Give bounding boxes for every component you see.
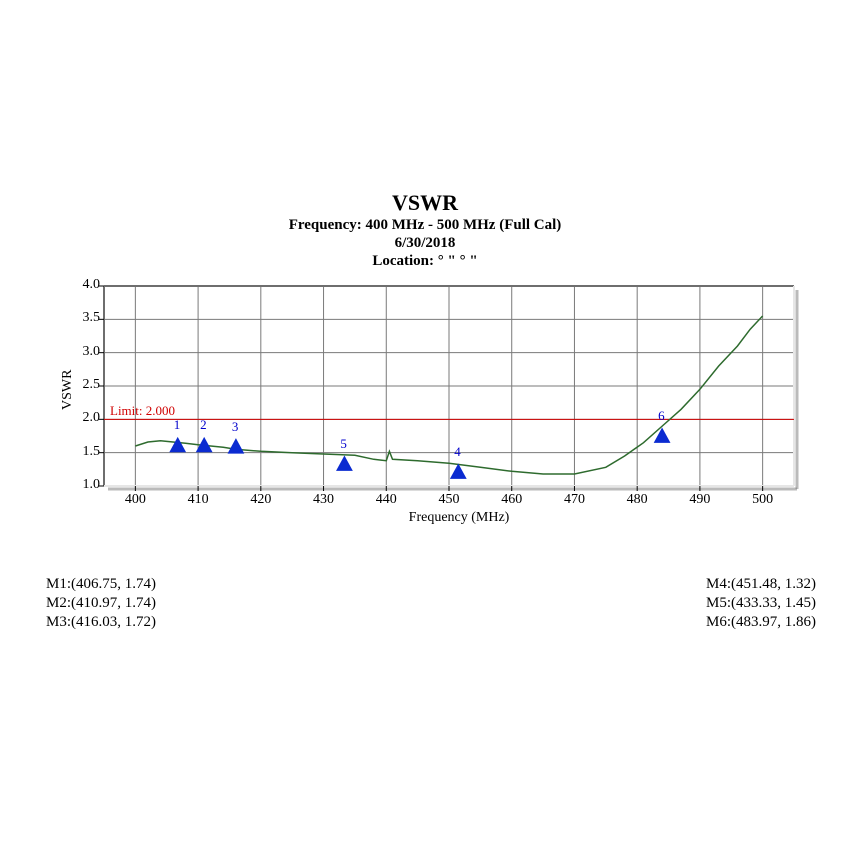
x-tick-label: 480	[619, 492, 655, 508]
x-tick-label: 460	[494, 492, 530, 508]
marker-label-1: 1	[174, 417, 181, 433]
y-tick-label: 3.0	[70, 344, 100, 360]
marker-readout-line: M4:(451.48, 1.32)	[706, 575, 816, 594]
y-tick-label: 3.5	[70, 310, 100, 326]
marker-readout-right: M4:(451.48, 1.32)M5:(433.33, 1.45)M6:(48…	[706, 575, 816, 631]
marker-label-2: 2	[200, 417, 207, 433]
chart-date: 6/30/2018	[0, 234, 850, 252]
y-tick-label: 1.0	[70, 477, 100, 493]
y-tick-label: 1.5	[70, 444, 100, 460]
y-tick-label: 2.0	[70, 410, 100, 426]
x-tick-label: 440	[368, 492, 404, 508]
marker-label-3: 3	[232, 419, 239, 435]
marker-readout-line: M3:(416.03, 1.72)	[46, 613, 156, 632]
chart-title: VSWR	[0, 190, 850, 216]
marker-readout-line: M1:(406.75, 1.74)	[46, 575, 156, 594]
vswr-chart: VSWR Frequency (MHz) 1.01.52.02.53.03.54…	[46, 278, 816, 540]
x-tick-label: 490	[682, 492, 718, 508]
marker-readout-line: M5:(433.33, 1.45)	[706, 594, 816, 613]
chart-subtitle: Frequency: 400 MHz - 500 MHz (Full Cal)	[0, 216, 850, 234]
limit-line-label: Limit: 2.000	[110, 403, 175, 419]
x-tick-label: 450	[431, 492, 467, 508]
marker-readout-line: M2:(410.97, 1.74)	[46, 594, 156, 613]
x-tick-label: 400	[117, 492, 153, 508]
x-tick-label: 500	[745, 492, 781, 508]
marker-readout-line: M6:(483.97, 1.86)	[706, 613, 816, 632]
x-tick-label: 430	[306, 492, 342, 508]
y-tick-label: 2.5	[70, 377, 100, 393]
x-tick-label: 410	[180, 492, 216, 508]
x-axis-label: Frequency (MHz)	[379, 510, 539, 526]
x-tick-label: 420	[243, 492, 279, 508]
marker-label-4: 4	[454, 444, 461, 460]
x-tick-label: 470	[556, 492, 592, 508]
y-tick-label: 4.0	[70, 277, 100, 293]
marker-label-5: 5	[340, 436, 347, 452]
chart-header: VSWR Frequency: 400 MHz - 500 MHz (Full …	[0, 190, 850, 270]
marker-readout-left: M1:(406.75, 1.74)M2:(410.97, 1.74)M3:(41…	[46, 575, 156, 631]
marker-label-6: 6	[658, 408, 665, 424]
chart-location: Location: ° " ° "	[0, 252, 850, 270]
